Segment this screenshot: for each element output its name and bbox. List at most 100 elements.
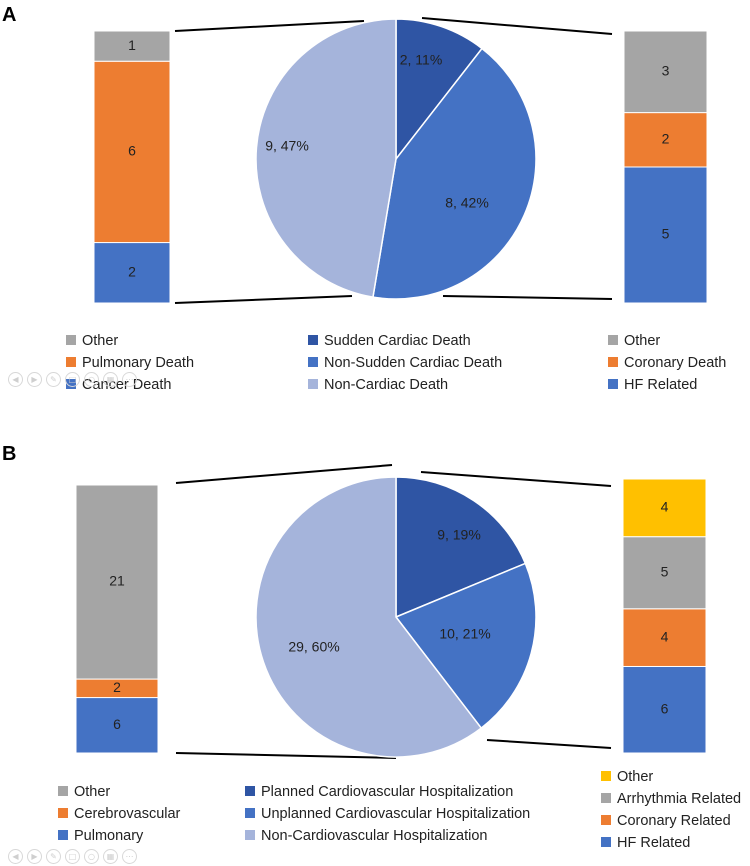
panel-a-pie-slice-non-cardiac-death [255,18,397,298]
panel-b-legend-right-swatch-hf-related [601,837,611,847]
panel-b-left-bar-segment-other [75,484,159,680]
panel-b-legend-right-label-arrhythmia-related: Arrhythmia Related [617,791,741,807]
panel-a-legend-right-swatch-hf-related [608,379,618,389]
panel-b-right-bar-segment-coronary-related [622,608,707,667]
next-icon: ▶ [27,372,42,387]
panel-b-connector-line-1 [175,464,393,484]
panel-a-left-bar-label-pulmonary-death: 6 [128,143,136,159]
panel-a-connector-line-1 [174,20,365,32]
panel-a-connector-line-4 [442,295,613,300]
panel-a-connector-line-2 [174,295,353,304]
panel-a-legend-right-label-hf-related: HF Related [624,377,697,393]
copy-icon: □ [65,849,80,864]
pen-icon: ✎ [46,849,61,864]
panel-a-pie-label-non-cardiac-death: 9, 47% [265,138,309,154]
watermark-toolbar: ◀ ▶ ✎ □ ○ ▦ ⋯ [8,372,137,387]
zoom-icon: ○ [84,849,99,864]
panel-b: 9, 19% 10, 21% 29, 60% 6 2 21 6 4 5 4 Other Cerebro… [58,464,741,851]
panel-a-legend-center-label-non-sudden-cardiac-death: Non-Sudden Cardiac Death [324,355,502,371]
panel-b-right-bar-segment-other [622,478,707,538]
panel-a-pie-slice-non-sudden-cardiac-death [372,47,537,300]
panel-b-pie-slice-planned-cardiovascular-hospitalization [395,476,527,619]
zoom-icon: ○ [84,372,99,387]
panel-b-legend-right-swatch-arrhythmia-related [601,793,611,803]
next-icon: ▶ [27,849,42,864]
watermark-toolbar-b: ◀ ▶ ✎ □ ○ ▦ ⋯ [8,849,137,864]
panel-b-left-bar-label-other: 21 [109,573,125,589]
panel-b-left-bar-label-cerebrovascular: 2 [113,679,121,695]
panel-b-right-bar-segment-arrhythmia-related [622,536,707,610]
panel-label-b: B [2,443,16,465]
panel-a-legend-center-label-non-cardiac-death: Non-Cardiac Death [324,377,448,393]
prev-icon: ◀ [8,849,23,864]
copy-icon: □ [65,372,80,387]
panel-a-pie-slice-sudden-cardiac-death [395,18,484,162]
panel-b-legend-right-swatch-other [601,771,611,781]
panel-b-connector-line-4 [486,739,612,749]
panel-b-right-bar-label-hf-related: 6 [661,700,669,716]
panel-a-right-bar-segment-hf-related [623,166,708,304]
panel-b-legend-right-label-hf-related: HF Related [617,835,690,851]
panel-a-legend-center-label-sudden-cardiac-death: Sudden Cardiac Death [324,333,471,349]
panel-b-pie-label-non-cardiovascular-hospitalization: 29, 60% [288,639,339,655]
panel-a-right-bar-label-other: 3 [662,63,670,79]
panel-a-right-bar-label-hf-related: 5 [662,226,670,242]
panel-b-pie-slice-non-cardiovascular-hospitalization [255,476,483,758]
panel-b-legend-left-label-cerebrovascular: Cerebrovascular [74,806,181,822]
panel-a-legend-center-swatch-non-cardiac-death [308,379,318,389]
panel-b-legend-center-label-non-cardiovascular-hospitalization: Non-Cardiovascular Hospitalization [261,828,487,844]
panel-b-right-bar-label-coronary-related: 4 [661,628,669,644]
panel-a-pie-label-non-sudden-cardiac-death: 8, 42% [445,195,489,211]
panel-b-right-bar-label-arrhythmia-related: 5 [661,563,669,579]
panel-b-legend-left-label-other: Other [74,784,110,800]
panel-a-legend-left-label-pulmonary-death: Pulmonary Death [82,355,194,371]
panel-b-legend-right-swatch-coronary-related [601,815,611,825]
more-icon: ⋯ [122,372,137,387]
pen-icon: ✎ [46,372,61,387]
panel-a-legend-right-swatch-other [608,335,618,345]
panel-b-legend-center-label-planned-cardiovascular-hospitalization: Planned Cardiovascular Hospitalization [261,784,513,800]
panel-b-right-bar-label-other: 4 [661,499,669,515]
slides-icon: ▦ [103,849,118,864]
panel-b-legend-left-swatch-other [58,786,68,796]
panel-b-connector-line-3 [420,471,612,487]
prev-icon: ◀ [8,372,23,387]
panel-b-legend-center-swatch-non-cardiovascular-hospitalization [245,830,255,840]
panel-a-left-bar-label-cancer-death: 2 [128,263,136,279]
panel-b-right-bar-segment-hf-related [622,665,707,754]
panel-a-legend-left-label-other: Other [82,333,118,349]
panel-a-connector-line-3 [421,17,613,35]
panel-b-pie-label-unplanned-cardiovascular-hospitalization: 10, 21% [439,626,490,642]
panel-a-pie-label-sudden-cardiac-death: 2, 11% [400,52,443,68]
panel-a-left-bar-label-other: 1 [128,37,136,53]
panel-a-legend-right-label-other: Other [624,333,660,349]
panel-b-legend-center-swatch-planned-cardiovascular-hospitalization [245,786,255,796]
panel-a-legend-right-swatch-coronary-death [608,357,618,367]
panel-a-legend-left-swatch-pulmonary-death [66,357,76,367]
panel-a-legend-right-label-coronary-death: Coronary Death [624,355,726,371]
panel-b-legend-center-label-unplanned-cardiovascular-hospitalization: Unplanned Cardiovascular Hospitalization [261,806,530,822]
panel-label-a: A [2,4,16,26]
slides-icon: ▦ [103,372,118,387]
panel-b-connector-line-2 [175,752,397,759]
panel-b-left-bar-label-pulmonary: 6 [113,716,121,732]
panel-a-right-bar-segment-other [623,30,708,114]
panel-a-left-bar-segment-cancer-death [93,242,171,304]
panel-b-legend-left-label-pulmonary: Pulmonary [74,828,144,844]
panel-b-pie-label-planned-cardiovascular-hospitalization: 9, 19% [437,527,481,543]
panel-a-legend-center-swatch-non-sudden-cardiac-death [308,357,318,367]
panel-a-left-bar-segment-other [93,30,171,62]
panel-a-right-bar-segment-coronary-death [623,112,708,168]
panel-b-legend-left-swatch-cerebrovascular [58,808,68,818]
panel-a-legend-center-swatch-sudden-cardiac-death [308,335,318,345]
panel-a: 2, 11% 8, 42% 9, 47% 2 6 1 5 2 3 Other Pulmonary D… [66,17,726,393]
more-icon: ⋯ [122,849,137,864]
panel-b-legend-left-swatch-pulmonary [58,830,68,840]
panel-b-legend-center-swatch-unplanned-cardiovascular-hospitalization [245,808,255,818]
panel-a-right-bar-label-coronary-death: 2 [662,131,670,147]
panel-b-legend-right-label-other: Other [617,769,653,785]
panel-a-legend-left-swatch-other [66,335,76,345]
panel-b-pie-slice-unplanned-cardiovascular-hospitalization [394,562,537,730]
panel-b-left-bar-segment-pulmonary [75,697,159,754]
